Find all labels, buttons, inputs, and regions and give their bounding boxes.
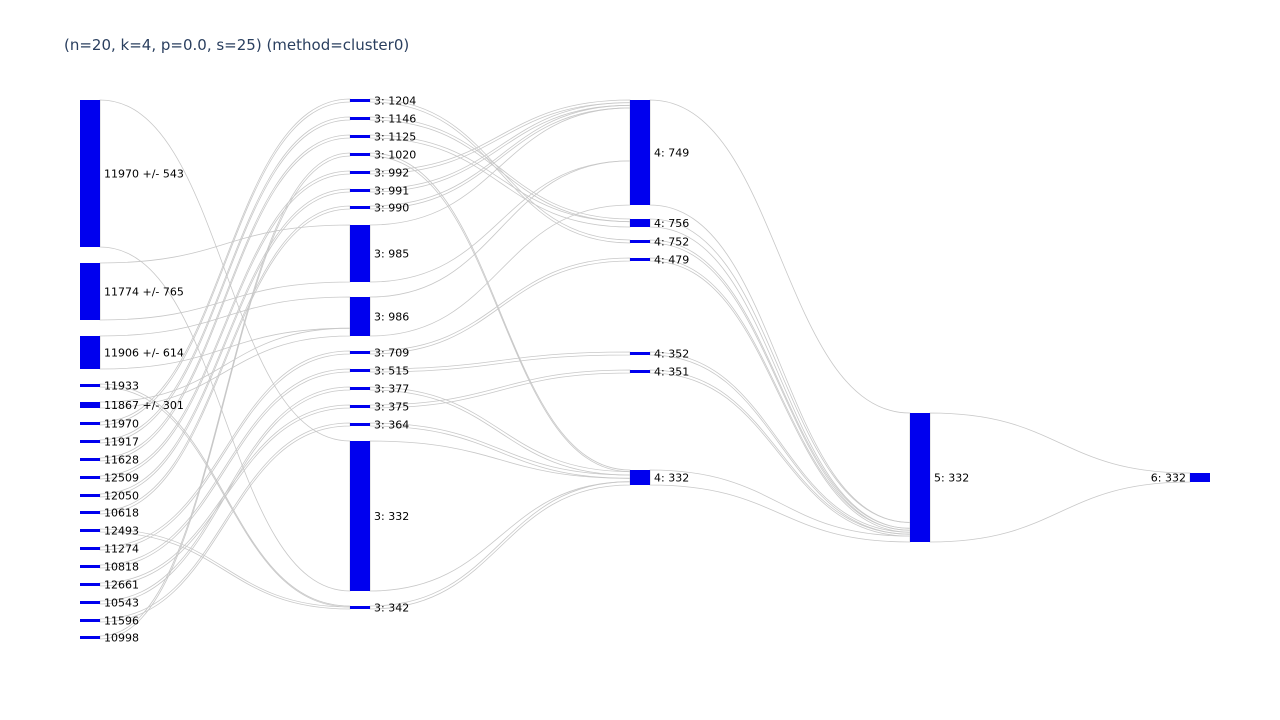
sankey-node-label: 10818	[104, 561, 139, 574]
sankey-node[interactable]	[350, 171, 370, 174]
sankey-node-label: 3: 377	[374, 383, 409, 396]
sankey-node-label: 3: 709	[374, 347, 409, 360]
sankey-node[interactable]	[80, 476, 100, 479]
sankey-node[interactable]	[80, 384, 100, 387]
sankey-node[interactable]	[80, 458, 100, 461]
sankey-node[interactable]	[350, 189, 370, 192]
sankey-node-label: 3: 1125	[374, 131, 416, 144]
sankey-node[interactable]	[350, 369, 370, 372]
sankey-node-label: 11628	[104, 454, 139, 467]
sankey-node[interactable]	[350, 606, 370, 609]
sankey-node-label: 10618	[104, 507, 139, 520]
sankey-node-label: 11274	[104, 543, 139, 556]
sankey-node-label: 11933	[104, 380, 139, 393]
sankey-node-label: 4: 332	[654, 472, 689, 485]
sankey-node[interactable]	[350, 387, 370, 390]
sankey-node-label: 3: 1146	[374, 113, 416, 126]
sankey-node[interactable]	[80, 402, 100, 408]
sankey-node-label: 11917	[104, 436, 139, 449]
sankey-node-label: 4: 752	[654, 236, 689, 249]
sankey-node-label: 3: 1020	[374, 149, 416, 162]
sankey-link[interactable]	[649, 257, 911, 533]
sankey-node[interactable]	[630, 470, 650, 485]
sankey-node-label: 4: 756	[654, 217, 689, 230]
sankey-node[interactable]	[910, 413, 930, 542]
sankey-node[interactable]	[350, 99, 370, 102]
sankey-node[interactable]	[80, 511, 100, 514]
sankey-node[interactable]	[630, 240, 650, 243]
sankey-node[interactable]	[630, 370, 650, 373]
sankey-node-label: 11970 +/- 543	[104, 168, 184, 181]
sankey-node-label: 3: 332	[374, 510, 409, 523]
sankey-node-label: 3: 515	[374, 365, 409, 378]
sankey-node-label: 4: 479	[654, 254, 689, 267]
sankey-node-label: 3: 985	[374, 248, 409, 261]
sankey-node[interactable]	[350, 135, 370, 138]
sankey-node[interactable]	[350, 351, 370, 354]
sankey-node[interactable]	[630, 219, 650, 227]
sankey-node[interactable]	[350, 153, 370, 156]
sankey-node-label: 6: 332	[1151, 472, 1186, 485]
sankey-node[interactable]	[350, 423, 370, 426]
sankey-node[interactable]	[630, 352, 650, 355]
sankey-node[interactable]	[80, 619, 100, 622]
sankey-link[interactable]	[99, 188, 351, 498]
sankey-node-label: 11596	[104, 615, 139, 628]
sankey-node[interactable]	[350, 225, 370, 282]
sankey-link[interactable]	[649, 351, 911, 535]
sankey-node[interactable]	[80, 529, 100, 532]
sankey-node-label: 12493	[104, 525, 139, 538]
sankey-node-label: 12509	[104, 472, 139, 485]
sankey-link[interactable]	[649, 99, 911, 523]
sankey-link[interactable]	[369, 481, 631, 610]
chart-title: (n=20, k=4, p=0.0, s=25) (method=cluster…	[64, 36, 409, 54]
sankey-node[interactable]	[80, 440, 100, 443]
sankey-node-label: 10543	[104, 597, 139, 610]
sankey-node-label: 3: 991	[374, 185, 409, 198]
sankey-node-label: 11867 +/- 301	[104, 399, 184, 412]
sankey-node[interactable]	[630, 258, 650, 261]
sankey-node-label: 3: 992	[374, 167, 409, 180]
sankey-node[interactable]	[80, 100, 100, 247]
sankey-link[interactable]	[369, 257, 631, 355]
sankey-node[interactable]	[350, 206, 370, 209]
sankey-node[interactable]	[80, 494, 100, 497]
sankey-node[interactable]	[80, 336, 100, 369]
sankey-node[interactable]	[80, 547, 100, 550]
sankey-node[interactable]	[630, 100, 650, 205]
sankey-node[interactable]	[80, 263, 100, 320]
sankey-node[interactable]	[350, 297, 370, 336]
sankey-node-label: 3: 1204	[374, 95, 416, 108]
sankey-node[interactable]	[1190, 473, 1210, 482]
sankey-node[interactable]	[80, 636, 100, 639]
sankey-node[interactable]	[350, 117, 370, 120]
sankey-node[interactable]	[80, 565, 100, 568]
sankey-node-label: 4: 352	[654, 348, 689, 361]
sankey-node-label: 4: 749	[654, 147, 689, 160]
sankey-node-label: 12661	[104, 579, 139, 592]
sankey-node-label: 3: 375	[374, 401, 409, 414]
sankey-node-label: 3: 364	[374, 419, 409, 432]
sankey-node-label: 12050	[104, 490, 139, 503]
sankey-node-label: 11906 +/- 614	[104, 347, 184, 360]
sankey-node-label: 3: 986	[374, 311, 409, 324]
sankey-node-label: 3: 990	[374, 202, 409, 215]
sankey-node-label: 5: 332	[934, 472, 969, 485]
sankey-node-label: 4: 351	[654, 366, 689, 379]
sankey-node[interactable]	[80, 583, 100, 586]
sankey-node-label: 11774 +/- 765	[104, 286, 184, 299]
sankey-node[interactable]	[350, 405, 370, 408]
sankey-node-label: 11970	[104, 418, 139, 431]
sankey-node[interactable]	[350, 441, 370, 591]
sankey-node[interactable]	[80, 601, 100, 604]
sankey-node[interactable]	[80, 422, 100, 425]
sankey-node-label: 3: 342	[374, 602, 409, 615]
sankey-node-label: 10998	[104, 632, 139, 645]
sankey-link[interactable]	[99, 224, 351, 321]
sankey-nodes: 11970 +/- 543 11774 +/- 765 11906 +/- 614 1…	[80, 95, 1210, 645]
